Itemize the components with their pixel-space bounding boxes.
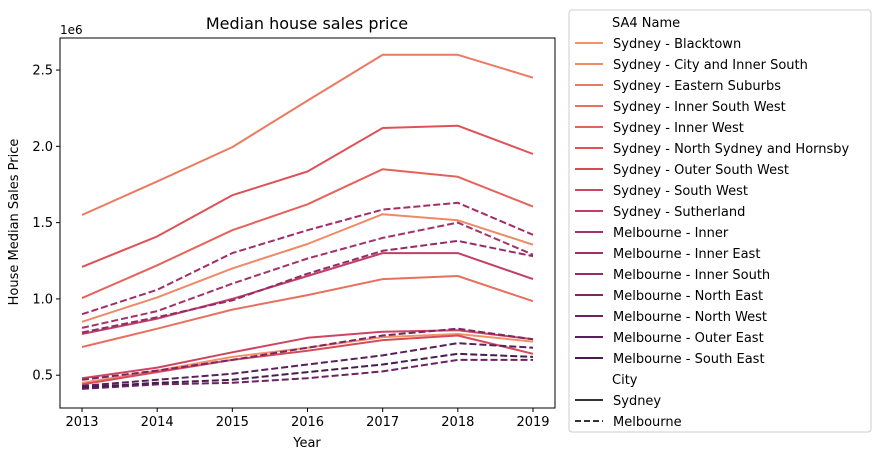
series-line [81, 124, 534, 268]
y-tick-label: 0.5 [32, 369, 53, 384]
legend-style-entries: Sydney Melbourne [575, 394, 682, 430]
series-line [81, 252, 534, 335]
series-line [81, 327, 534, 381]
series-line [81, 168, 534, 300]
x-tick-label: 2017 [366, 415, 399, 430]
y-tick-label: 2.5 [32, 64, 53, 79]
legend-entry-label: Melbourne - North East [613, 289, 763, 304]
y-tick-label: 2.0 [32, 140, 53, 155]
series-line [81, 358, 533, 390]
y-tick-label: 1.5 [32, 216, 53, 231]
x-tick-label: 2015 [216, 415, 249, 430]
y-offset-label: 1e6 [60, 23, 83, 37]
legend-entry-label: Sydney - Inner West [613, 121, 744, 136]
x-tick-label: 2014 [141, 415, 174, 430]
series-line [81, 334, 534, 386]
legend-entry-label: Sydney - North Sydney and Hornsby [613, 142, 850, 157]
x-tick-label: 2013 [65, 415, 98, 430]
x-tick-label: 2018 [441, 415, 474, 430]
legend-entries: Sydney - Blacktown Sydney - City and Inne… [575, 37, 850, 367]
legend-entry-label: Melbourne - Inner South [613, 268, 770, 283]
y-axis-label: House Median Sales Price [7, 139, 22, 306]
chart-title: Median house sales price [206, 14, 408, 33]
legend-entry-label: Sydney - Eastern Suburbs [613, 79, 781, 94]
series-line [81, 329, 534, 380]
legend-entry-label: Melbourne - Outer East [613, 331, 764, 346]
series-line [81, 213, 534, 323]
legend-style-label: Sydney [613, 394, 661, 409]
legend-entry-label: Melbourne - North West [613, 310, 767, 325]
plot-frame [59, 37, 556, 409]
series-line [81, 239, 534, 334]
legend-style-label: Melbourne [613, 415, 682, 430]
legend-entry-label: Melbourne - Inner [613, 226, 729, 241]
legend: SA4 Name Sydney - Blacktown Sydney - City… [568, 9, 872, 433]
series-line [81, 201, 534, 316]
legend-frame [568, 9, 872, 433]
series-line [81, 53, 534, 216]
legend-hue-title: SA4 Name [612, 16, 680, 31]
legend-entry-label: Melbourne - South East [613, 352, 765, 367]
x-tick-label: 2019 [516, 415, 549, 430]
legend-entry-label: Sydney - Outer South West [613, 163, 789, 178]
legend-entry-label: Sydney - Inner South West [613, 100, 786, 115]
series-line [81, 333, 534, 384]
legend-style-title: City [612, 373, 638, 388]
x-tick-label: 2016 [291, 415, 324, 430]
series-line [81, 221, 534, 329]
legend-entry-label: Sydney - Blacktown [613, 37, 741, 52]
legend-entry-label: Sydney - Sutherland [613, 205, 745, 220]
legend-entry-label: Melbourne - Inner East [613, 247, 760, 262]
series-line [81, 352, 534, 389]
y-tick-label: 1.0 [32, 292, 53, 307]
series-line [81, 275, 534, 348]
legend-entry-label: Sydney - South West [613, 184, 748, 199]
series-line [81, 342, 534, 387]
x-axis-label: Year [292, 436, 321, 451]
series-layer [81, 53, 534, 390]
legend-entry-label: Sydney - City and Inner South [613, 58, 808, 73]
axes: 2013 2014 2015 2016 2017 2018 2019 0.5 1.0 1.5 2.0… [32, 64, 549, 430]
